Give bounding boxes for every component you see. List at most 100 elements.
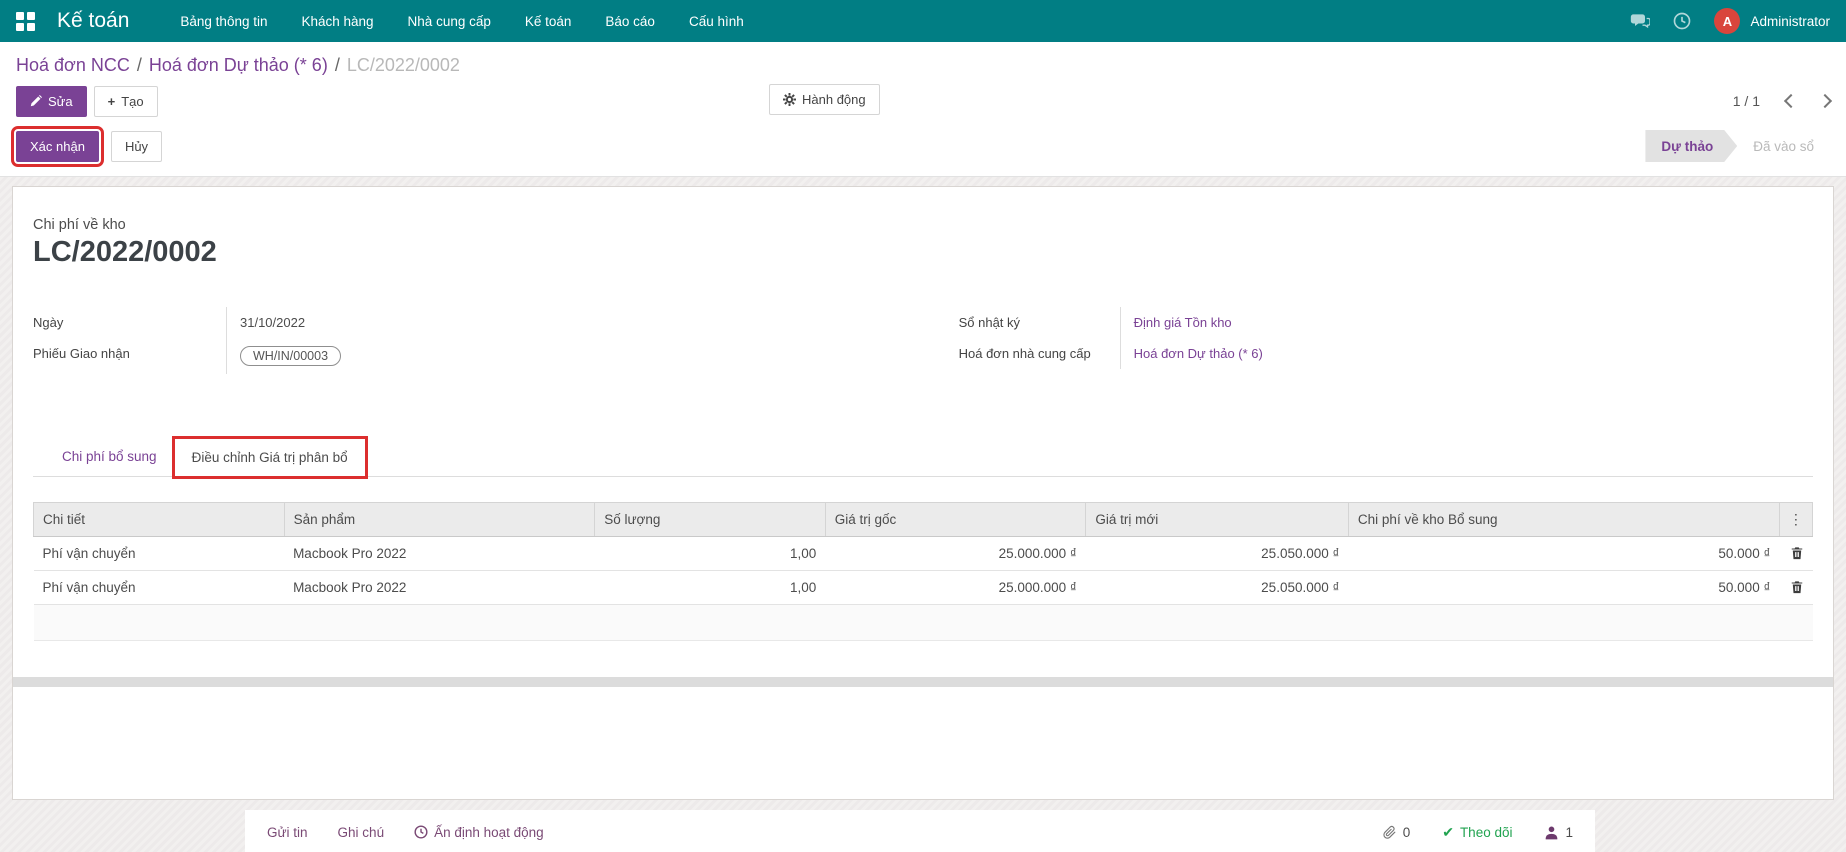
menu-reports[interactable]: Báo cáo bbox=[605, 13, 655, 29]
follower-count: 1 bbox=[1565, 824, 1573, 840]
delete-row-icon[interactable] bbox=[1790, 580, 1804, 594]
menu-vendors[interactable]: Nhà cung cấp bbox=[407, 13, 491, 29]
edit-button[interactable]: Sửa bbox=[16, 85, 87, 117]
messages-icon[interactable] bbox=[1630, 11, 1651, 31]
menu-customers[interactable]: Khách hàng bbox=[301, 13, 374, 29]
activity-clock-icon bbox=[414, 825, 428, 839]
activities-clock-icon[interactable] bbox=[1672, 11, 1692, 31]
plus-icon: + bbox=[107, 93, 116, 109]
menu-accounting[interactable]: Kế toán bbox=[524, 13, 572, 29]
pager-counter: 1 / 1 bbox=[1732, 93, 1760, 109]
journal-field-label: Sổ nhật ký bbox=[959, 307, 1121, 338]
button-row: Sửa + Tạo Hành động 1 / 1 bbox=[0, 78, 1846, 122]
attachments-button[interactable]: 0 bbox=[1382, 824, 1411, 840]
action-button[interactable]: Hành động bbox=[769, 84, 880, 115]
pager-previous-icon[interactable] bbox=[1783, 93, 1799, 109]
picking-field-label: Phiếu Giao nhận bbox=[33, 338, 227, 374]
date-field-value[interactable]: 31/10/2022 bbox=[240, 315, 306, 330]
statusbar: Dự thảo Đã vào sổ bbox=[1645, 130, 1830, 162]
journal-link[interactable]: Định giá Tồn kho bbox=[1133, 315, 1232, 330]
breadcrumb-separator: / bbox=[334, 55, 340, 75]
control-panel: Hoá đơn NCC / Hoá đơn Dự thảo (* 6) / LC/202… bbox=[0, 42, 1846, 177]
horizontal-scrollbar[interactable] bbox=[13, 677, 1833, 687]
follow-label: Theo dõi bbox=[1459, 824, 1513, 840]
header-product[interactable]: Sản phẩm bbox=[283, 502, 596, 537]
field-group-left: Ngày 31/10/2022 Phiếu Giao nhận WH/IN/00… bbox=[33, 307, 905, 374]
breadcrumb-current: LC/2022/0002 bbox=[346, 55, 460, 75]
send-message-button[interactable]: Gửi tin bbox=[267, 825, 308, 840]
vendor-bill-field-label: Hoá đơn nhà cung cấp bbox=[959, 338, 1121, 369]
cell-new-value[interactable]: 25.050.000 ₫ bbox=[1085, 536, 1349, 571]
delete-row-icon[interactable] bbox=[1790, 546, 1804, 560]
user-avatar[interactable]: A bbox=[1714, 8, 1741, 34]
pager: 1 / 1 bbox=[1732, 93, 1833, 109]
page-background: Chi phí về kho LC/2022/0002 Ngày 31/10/2… bbox=[0, 177, 1846, 852]
cell-additional-cost[interactable]: 50.000 ₫ bbox=[1348, 570, 1780, 605]
breadcrumb-vendor-bills[interactable]: Hoá đơn NCC bbox=[16, 55, 130, 75]
table-row[interactable]: Phí vận chuyển Macbook Pro 2022 1,00 25.… bbox=[33, 536, 1813, 571]
field-area: Ngày 31/10/2022 Phiếu Giao nhận WH/IN/00… bbox=[33, 307, 1813, 374]
schedule-activity-button[interactable]: Ấn định hoạt động bbox=[414, 825, 544, 840]
log-note-label: Ghi chú bbox=[337, 824, 385, 840]
user-name[interactable]: Administrator bbox=[1750, 13, 1830, 29]
empty-table-row bbox=[33, 604, 1813, 641]
cell-quantity[interactable]: 1,00 bbox=[594, 536, 826, 571]
confirm-button[interactable]: Xác nhận bbox=[11, 125, 104, 167]
create-label: Tạo bbox=[121, 93, 144, 109]
attachment-count: 0 bbox=[1402, 824, 1411, 840]
table-row[interactable]: Phí vận chuyển Macbook Pro 2022 1,00 25.… bbox=[33, 570, 1813, 605]
cell-additional-cost[interactable]: 50.000 ₫ bbox=[1348, 536, 1780, 571]
optional-columns-icon[interactable]: ⋮ bbox=[1778, 502, 1814, 537]
follow-button[interactable]: ✔ Theo dõi bbox=[1442, 824, 1512, 841]
follower-person-icon bbox=[1546, 826, 1558, 839]
breadcrumb-separator: / bbox=[136, 55, 142, 75]
header-new-value[interactable]: Giá trị mới bbox=[1085, 502, 1349, 537]
status-row: Xác nhận Hủy Dự thảo Đã vào sổ bbox=[0, 122, 1846, 176]
paperclip-icon bbox=[1383, 825, 1396, 839]
edit-label: Sửa bbox=[48, 93, 73, 109]
main-menu: Bảng thông tin Khách hàng Nhà cung cấp K… bbox=[163, 0, 760, 42]
action-label: Hành động bbox=[802, 92, 866, 107]
cancel-button[interactable]: Hủy bbox=[110, 130, 163, 162]
header-additional-cost[interactable]: Chi phí về kho Bổ sung bbox=[1347, 502, 1780, 537]
breadcrumb: Hoá đơn NCC / Hoá đơn Dự thảo (* 6) / LC/202… bbox=[0, 42, 1846, 78]
state-draft[interactable]: Dự thảo bbox=[1645, 130, 1737, 162]
cell-original-value[interactable]: 25.000.000 ₫ bbox=[825, 570, 1086, 605]
cell-product[interactable]: Macbook Pro 2022 bbox=[284, 536, 595, 571]
chatter: Gửi tin Ghi chú Ấn định hoạt động 0 ✔ Th… bbox=[245, 810, 1595, 852]
header-original-value[interactable]: Giá trị gốc bbox=[824, 502, 1087, 537]
tab-valuation-adjustments[interactable]: Điều chỉnh Giá trị phân bổ bbox=[171, 436, 368, 479]
log-note-button[interactable]: Ghi chú bbox=[338, 825, 385, 840]
picking-tag[interactable]: WH/IN/00003 bbox=[240, 346, 342, 366]
state-posted[interactable]: Đã vào sổ bbox=[1753, 138, 1814, 154]
tab-additional-costs[interactable]: Chi phí bổ sung bbox=[62, 449, 157, 464]
cell-quantity[interactable]: 1,00 bbox=[594, 570, 826, 605]
pencil-icon bbox=[30, 95, 42, 107]
menu-configuration[interactable]: Cấu hình bbox=[688, 13, 744, 29]
cell-original-value[interactable]: 25.000.000 ₫ bbox=[825, 536, 1086, 571]
header-detail[interactable]: Chi tiết bbox=[33, 502, 285, 537]
avatar-letter: A bbox=[1722, 13, 1733, 29]
vendor-bill-link[interactable]: Hoá đơn Dự thảo (* 6) bbox=[1133, 346, 1263, 361]
check-icon: ✔ bbox=[1442, 823, 1454, 840]
pager-next-icon[interactable] bbox=[1817, 93, 1833, 109]
field-group-right: Sổ nhật ký Định giá Tồn kho Hoá đơn nhà … bbox=[959, 307, 1813, 374]
followers-button[interactable]: 1 bbox=[1544, 825, 1573, 840]
schedule-activity-label: Ấn định hoạt động bbox=[434, 824, 544, 840]
menu-dashboard[interactable]: Bảng thông tin bbox=[180, 13, 268, 29]
app-title[interactable]: Kế toán bbox=[57, 9, 130, 32]
valuation-adjustments-table: Chi tiết Sản phẩm Số lượng Giá trị gốc G… bbox=[33, 502, 1814, 641]
cell-detail[interactable]: Phí vận chuyển bbox=[33, 536, 285, 571]
create-button[interactable]: + Tạo bbox=[93, 85, 158, 117]
user-menu[interactable]: A bbox=[1714, 8, 1741, 34]
date-field-label: Ngày bbox=[33, 307, 227, 338]
notebook-tabs: Chi phí bổ sung Điều chỉnh Giá trị phân … bbox=[33, 436, 1813, 479]
top-navbar: Kế toán Bảng thông tin Khách hàng Nhà cu… bbox=[0, 0, 1846, 42]
breadcrumb-draft-bills[interactable]: Hoá đơn Dự thảo (* 6) bbox=[148, 55, 328, 75]
table-header-row: Chi tiết Sản phẩm Số lượng Giá trị gốc G… bbox=[33, 502, 1814, 537]
cell-product[interactable]: Macbook Pro 2022 bbox=[284, 570, 595, 605]
cell-new-value[interactable]: 25.050.000 ₫ bbox=[1085, 570, 1349, 605]
header-quantity[interactable]: Số lượng bbox=[594, 502, 826, 537]
cell-detail[interactable]: Phí vận chuyển bbox=[33, 570, 285, 605]
apps-menu-icon[interactable] bbox=[16, 11, 35, 31]
